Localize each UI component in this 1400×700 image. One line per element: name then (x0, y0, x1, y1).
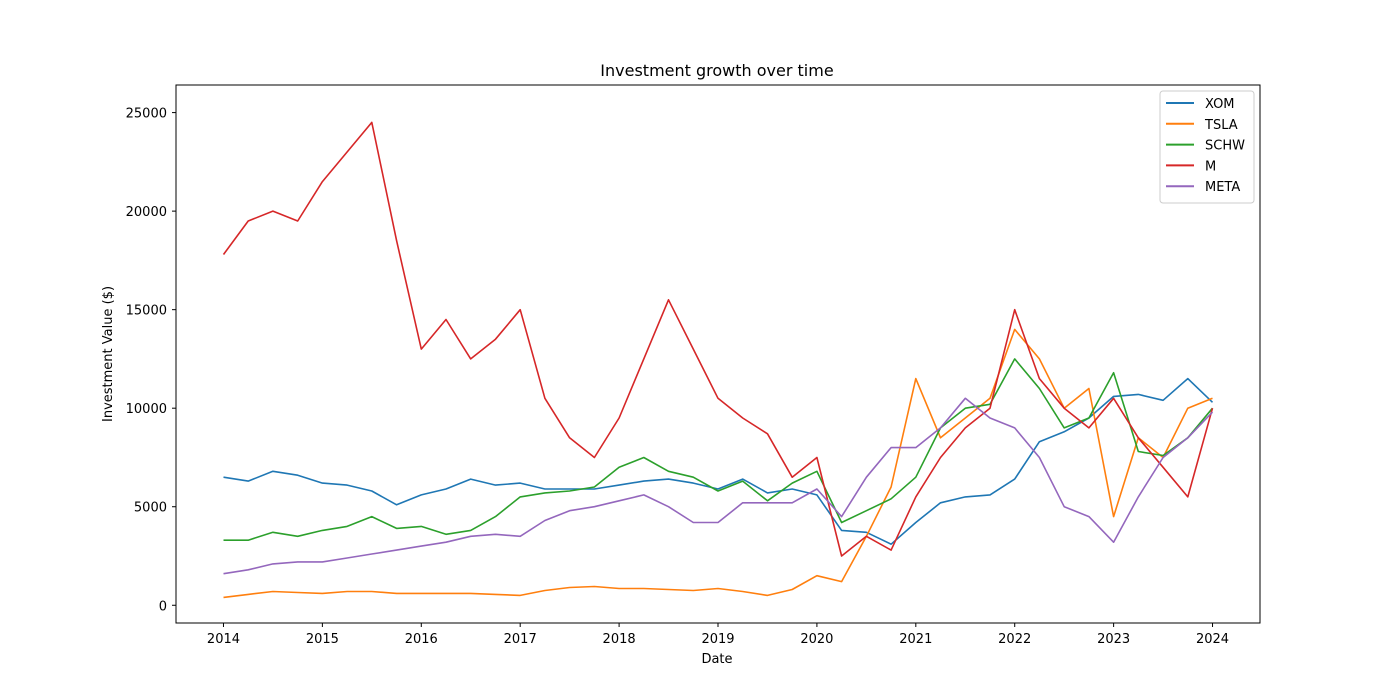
legend-frame (1159, 90, 1255, 204)
x-axis-label: Date (701, 652, 732, 667)
y-tick-label: 25000 (126, 107, 167, 122)
legend-label-xom: XOM (1205, 97, 1235, 112)
series-line-xom (223, 377, 1214, 546)
x-tick-label: 2017 (504, 632, 537, 647)
x-axis: 2014 2015 2016 2017 2018 2019 2020 2021 2022 2023… (207, 623, 1229, 647)
legend-label-tsla: TSLA (1204, 118, 1238, 133)
y-tick-label: 20000 (126, 205, 167, 220)
y-tick-label: 0 (159, 599, 167, 614)
series-line-tsla (223, 328, 1213, 599)
x-tick-label: 2018 (603, 632, 636, 647)
x-tick-label: 2020 (800, 632, 833, 647)
legend-label-schw: SCHW (1205, 139, 1245, 154)
chart-title: Investment growth over time (600, 61, 833, 80)
x-tick-label: 2023 (1097, 632, 1130, 647)
legend: XOM TSLA SCHW M META (1159, 90, 1255, 204)
x-tick-label: 2016 (405, 632, 438, 647)
legend-label-m: M (1205, 159, 1216, 174)
y-axis-label: Investment Value ($) (101, 286, 116, 422)
x-tick-label: 2015 (306, 632, 339, 647)
x-tick-label: 2019 (701, 632, 734, 647)
y-axis: 0 5000 10000 15000 20000 25000 (126, 107, 176, 614)
legend-label-meta: META (1205, 180, 1240, 195)
x-tick-label: 2024 (1196, 632, 1229, 647)
series-layer (222, 121, 1214, 599)
series-line-schw (223, 358, 1214, 542)
x-tick-label: 2021 (899, 632, 932, 647)
y-tick-label: 10000 (126, 402, 167, 417)
x-tick-label: 2022 (998, 632, 1031, 647)
series-line-meta (223, 397, 1214, 575)
series-line-m (222, 121, 1214, 557)
y-tick-label: 5000 (134, 501, 167, 516)
x-tick-label: 2014 (207, 632, 240, 647)
y-tick-label: 15000 (126, 304, 167, 319)
